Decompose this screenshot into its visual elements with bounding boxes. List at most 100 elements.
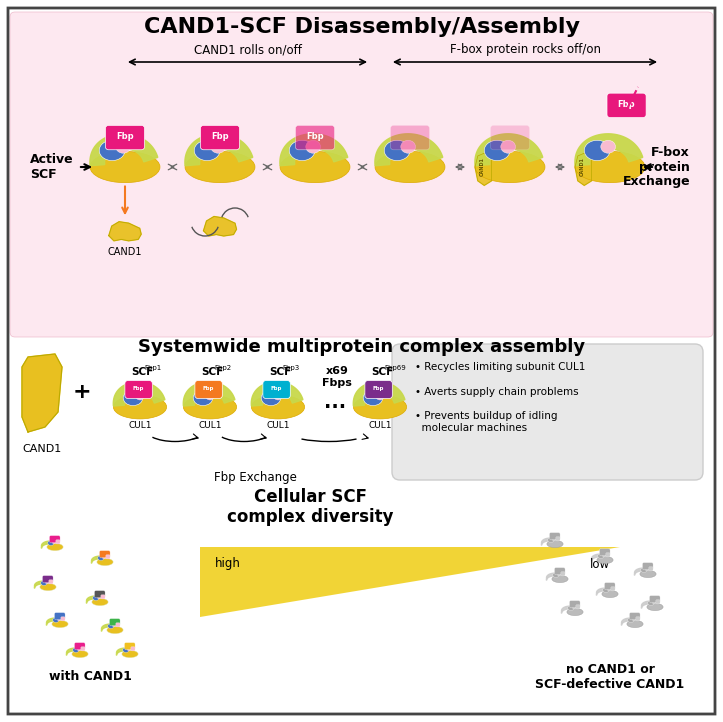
Text: • Prevents buildup of idling
  molecular machines: • Prevents buildup of idling molecular m… <box>415 412 557 432</box>
Ellipse shape <box>553 573 559 578</box>
Ellipse shape <box>484 140 510 160</box>
Ellipse shape <box>652 601 656 604</box>
Ellipse shape <box>261 390 281 406</box>
Text: CAND1: CAND1 <box>480 157 485 176</box>
Ellipse shape <box>252 395 304 419</box>
Ellipse shape <box>211 140 226 153</box>
Ellipse shape <box>306 140 320 153</box>
FancyBboxPatch shape <box>74 643 85 650</box>
FancyBboxPatch shape <box>555 567 565 575</box>
FancyBboxPatch shape <box>643 562 653 570</box>
Polygon shape <box>90 134 158 166</box>
Polygon shape <box>280 134 348 166</box>
FancyBboxPatch shape <box>106 126 145 149</box>
Text: SCF: SCF <box>270 367 292 377</box>
Ellipse shape <box>52 620 68 627</box>
Ellipse shape <box>40 580 47 586</box>
Text: Fbp: Fbp <box>116 132 134 141</box>
FancyBboxPatch shape <box>56 540 60 544</box>
Text: with CAND1: with CAND1 <box>48 671 132 684</box>
Text: SCF: SCF <box>202 367 224 377</box>
Ellipse shape <box>627 620 643 627</box>
Ellipse shape <box>575 152 645 183</box>
Text: • Recycles limiting subunit CUL1: • Recycles limiting subunit CUL1 <box>415 362 586 372</box>
Ellipse shape <box>98 555 104 560</box>
Polygon shape <box>114 382 165 406</box>
Text: CAND1-SCF Disassembly/Assembly: CAND1-SCF Disassembly/Assembly <box>144 17 580 37</box>
FancyBboxPatch shape <box>296 126 335 149</box>
Ellipse shape <box>552 538 556 541</box>
Polygon shape <box>116 648 133 656</box>
FancyBboxPatch shape <box>100 595 105 599</box>
Ellipse shape <box>116 140 131 153</box>
FancyBboxPatch shape <box>570 601 580 608</box>
Ellipse shape <box>48 541 54 545</box>
Text: • Averts supply chain problems: • Averts supply chain problems <box>415 387 578 397</box>
Ellipse shape <box>274 393 282 400</box>
FancyBboxPatch shape <box>630 612 640 619</box>
Text: Fbp1: Fbp1 <box>144 365 161 371</box>
Polygon shape <box>108 222 141 241</box>
Ellipse shape <box>602 591 618 598</box>
Ellipse shape <box>127 648 131 651</box>
FancyBboxPatch shape <box>556 536 560 541</box>
Polygon shape <box>575 134 643 166</box>
Ellipse shape <box>52 542 56 544</box>
Ellipse shape <box>40 583 56 591</box>
Ellipse shape <box>354 395 406 419</box>
Ellipse shape <box>607 588 611 591</box>
Ellipse shape <box>641 567 647 573</box>
Ellipse shape <box>376 393 384 400</box>
FancyBboxPatch shape <box>10 12 713 337</box>
Polygon shape <box>575 153 591 186</box>
FancyBboxPatch shape <box>365 380 393 399</box>
FancyBboxPatch shape <box>604 583 615 590</box>
FancyBboxPatch shape <box>81 647 85 651</box>
Polygon shape <box>185 134 253 166</box>
Text: Fbp69: Fbp69 <box>384 365 406 371</box>
Text: CAND1: CAND1 <box>22 444 61 454</box>
Polygon shape <box>562 606 578 614</box>
FancyBboxPatch shape <box>195 380 222 399</box>
Ellipse shape <box>122 651 138 658</box>
Text: Fbp: Fbp <box>617 100 636 109</box>
Ellipse shape <box>194 140 220 160</box>
Ellipse shape <box>568 606 574 610</box>
Ellipse shape <box>375 152 445 183</box>
Polygon shape <box>635 568 651 575</box>
Polygon shape <box>200 547 620 617</box>
Ellipse shape <box>93 596 99 601</box>
Text: CUL1: CUL1 <box>198 421 222 430</box>
FancyBboxPatch shape <box>109 619 120 626</box>
Polygon shape <box>547 573 562 580</box>
Ellipse shape <box>72 651 88 658</box>
Ellipse shape <box>401 140 416 153</box>
Ellipse shape <box>193 390 213 406</box>
FancyBboxPatch shape <box>607 93 646 118</box>
Ellipse shape <box>136 393 144 400</box>
Ellipse shape <box>597 557 613 564</box>
Polygon shape <box>101 624 118 631</box>
FancyBboxPatch shape <box>95 591 105 598</box>
FancyBboxPatch shape <box>106 554 110 559</box>
Text: x69
Fbps: x69 Fbps <box>322 366 352 388</box>
Text: Fbp: Fbp <box>306 132 324 141</box>
Ellipse shape <box>628 617 634 622</box>
FancyBboxPatch shape <box>125 380 153 399</box>
Ellipse shape <box>57 618 61 621</box>
FancyBboxPatch shape <box>61 617 65 621</box>
Ellipse shape <box>363 390 382 406</box>
Ellipse shape <box>646 568 649 571</box>
Text: Fbp: Fbp <box>211 132 228 141</box>
Polygon shape <box>475 134 543 166</box>
FancyBboxPatch shape <box>649 567 653 571</box>
Text: Fbp3: Fbp3 <box>282 365 299 371</box>
Text: F-box protein rocks off/on: F-box protein rocks off/on <box>450 43 601 56</box>
Text: SCF: SCF <box>372 367 394 377</box>
Polygon shape <box>41 542 58 548</box>
Ellipse shape <box>90 152 160 183</box>
FancyBboxPatch shape <box>490 126 529 149</box>
Polygon shape <box>87 596 103 604</box>
Text: Fbp: Fbp <box>271 386 282 391</box>
Ellipse shape <box>280 152 350 183</box>
